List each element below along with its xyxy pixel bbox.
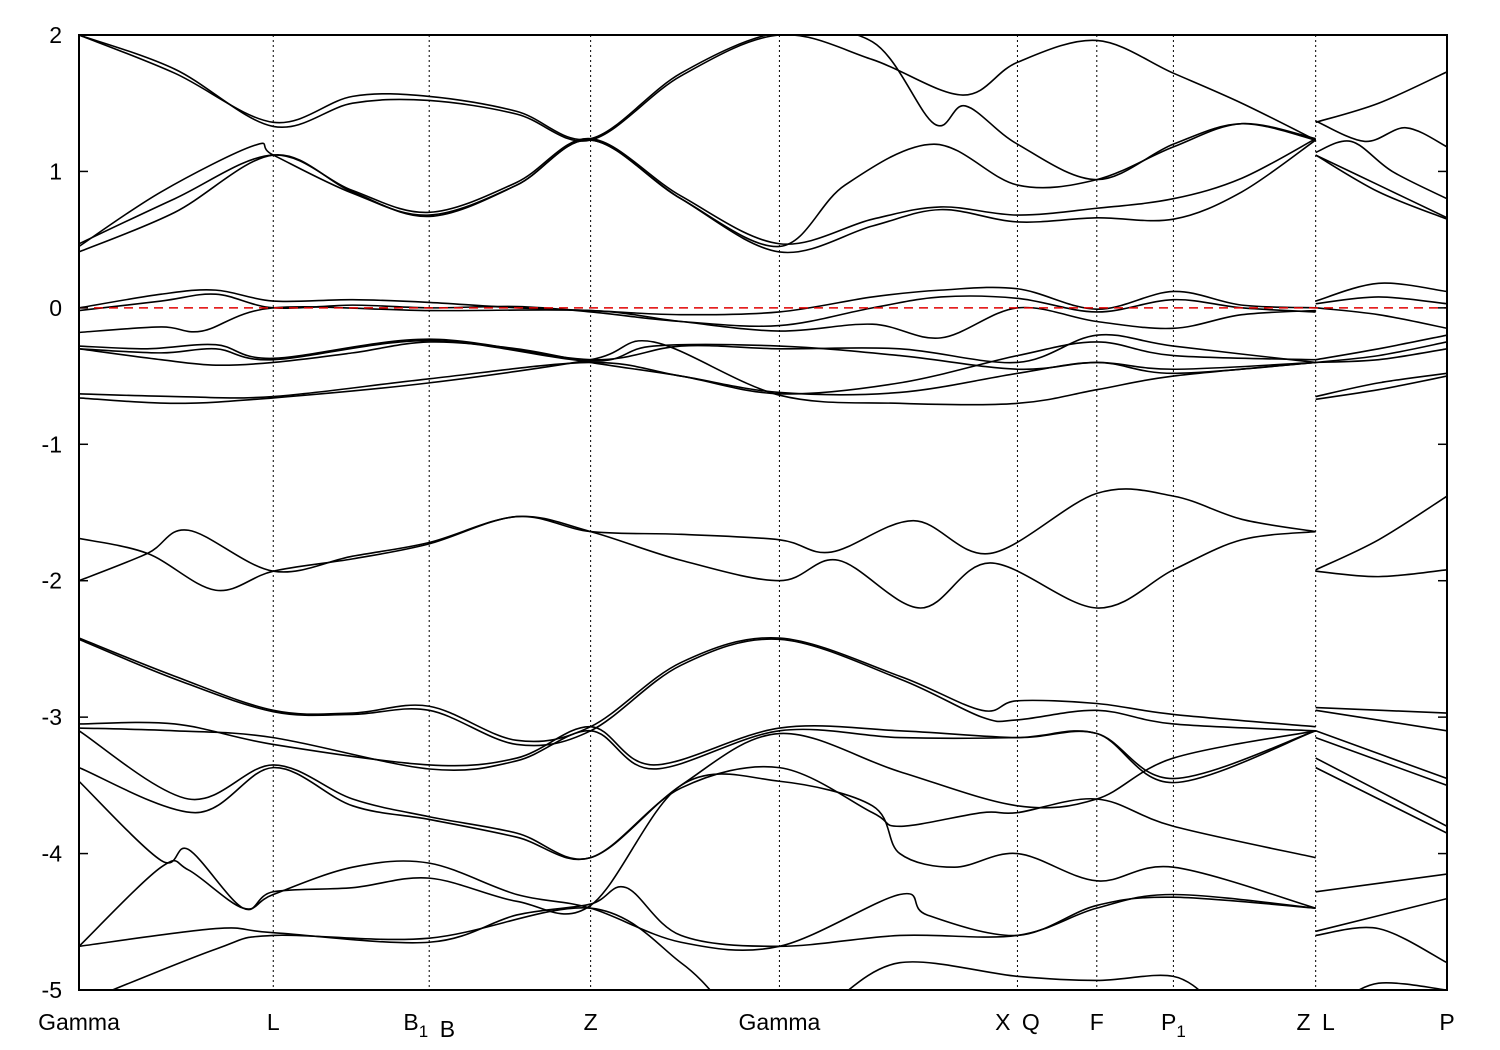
y-tick-label: -4 xyxy=(42,841,63,867)
y-tick-label: -2 xyxy=(42,568,62,594)
band-2 xyxy=(79,137,1447,245)
band-12 xyxy=(79,361,1447,399)
x-tick-label: P1 xyxy=(1161,1009,1186,1041)
band-3 xyxy=(79,122,1447,248)
band-18 xyxy=(79,721,1447,780)
y-tick-label: -1 xyxy=(42,431,62,457)
band-19 xyxy=(79,727,1447,787)
band-24 xyxy=(79,885,1447,964)
band-25 xyxy=(110,906,1447,990)
high-symmetry-lines xyxy=(272,35,1317,990)
band-21 xyxy=(79,765,1447,861)
band-15 xyxy=(79,515,1447,609)
band-5 xyxy=(79,35,1447,181)
y-tick-label: -3 xyxy=(42,704,62,730)
x-tick-label: B1 B xyxy=(403,1009,455,1042)
band-8 xyxy=(79,305,1447,339)
band-11 xyxy=(79,339,1447,371)
y-axis: -5 -4 -3 -2 -1 0 1 2 xyxy=(42,22,1447,1003)
x-tick-label: P xyxy=(1439,1009,1454,1035)
band-9 xyxy=(79,333,1447,364)
band-20 xyxy=(79,730,1447,860)
y-tick-label: 1 xyxy=(49,158,62,184)
x-tick-label: F xyxy=(1090,1009,1104,1035)
y-tick-label: 0 xyxy=(49,295,62,321)
band-10 xyxy=(79,341,1447,395)
y-tick-label: 2 xyxy=(49,22,62,48)
band-1 xyxy=(79,139,1447,254)
x-axis: Gamma L B1 B Z Gamma X Q F P1 Z L P xyxy=(38,1009,1455,1042)
plot-frame xyxy=(78,34,1448,991)
band-17 xyxy=(79,638,1447,747)
x-tick-label: Gamma xyxy=(38,1009,120,1035)
x-tick-label: X Q xyxy=(995,1009,1040,1035)
band-23 xyxy=(79,859,1447,952)
band-14 xyxy=(79,488,1447,592)
x-tick-label: Gamma xyxy=(739,1009,821,1035)
bands xyxy=(79,35,1447,990)
x-tick-label: Z xyxy=(584,1009,598,1035)
x-tick-label: L xyxy=(267,1009,280,1035)
band-16 xyxy=(79,636,1447,743)
band-13 xyxy=(79,340,1447,406)
x-tick-label: Z L xyxy=(1296,1009,1335,1035)
band-7 xyxy=(79,293,1447,328)
band-22 xyxy=(79,773,1447,915)
band-4 xyxy=(79,35,1447,142)
y-tick-label: -5 xyxy=(42,977,62,1003)
band-6 xyxy=(79,282,1447,316)
